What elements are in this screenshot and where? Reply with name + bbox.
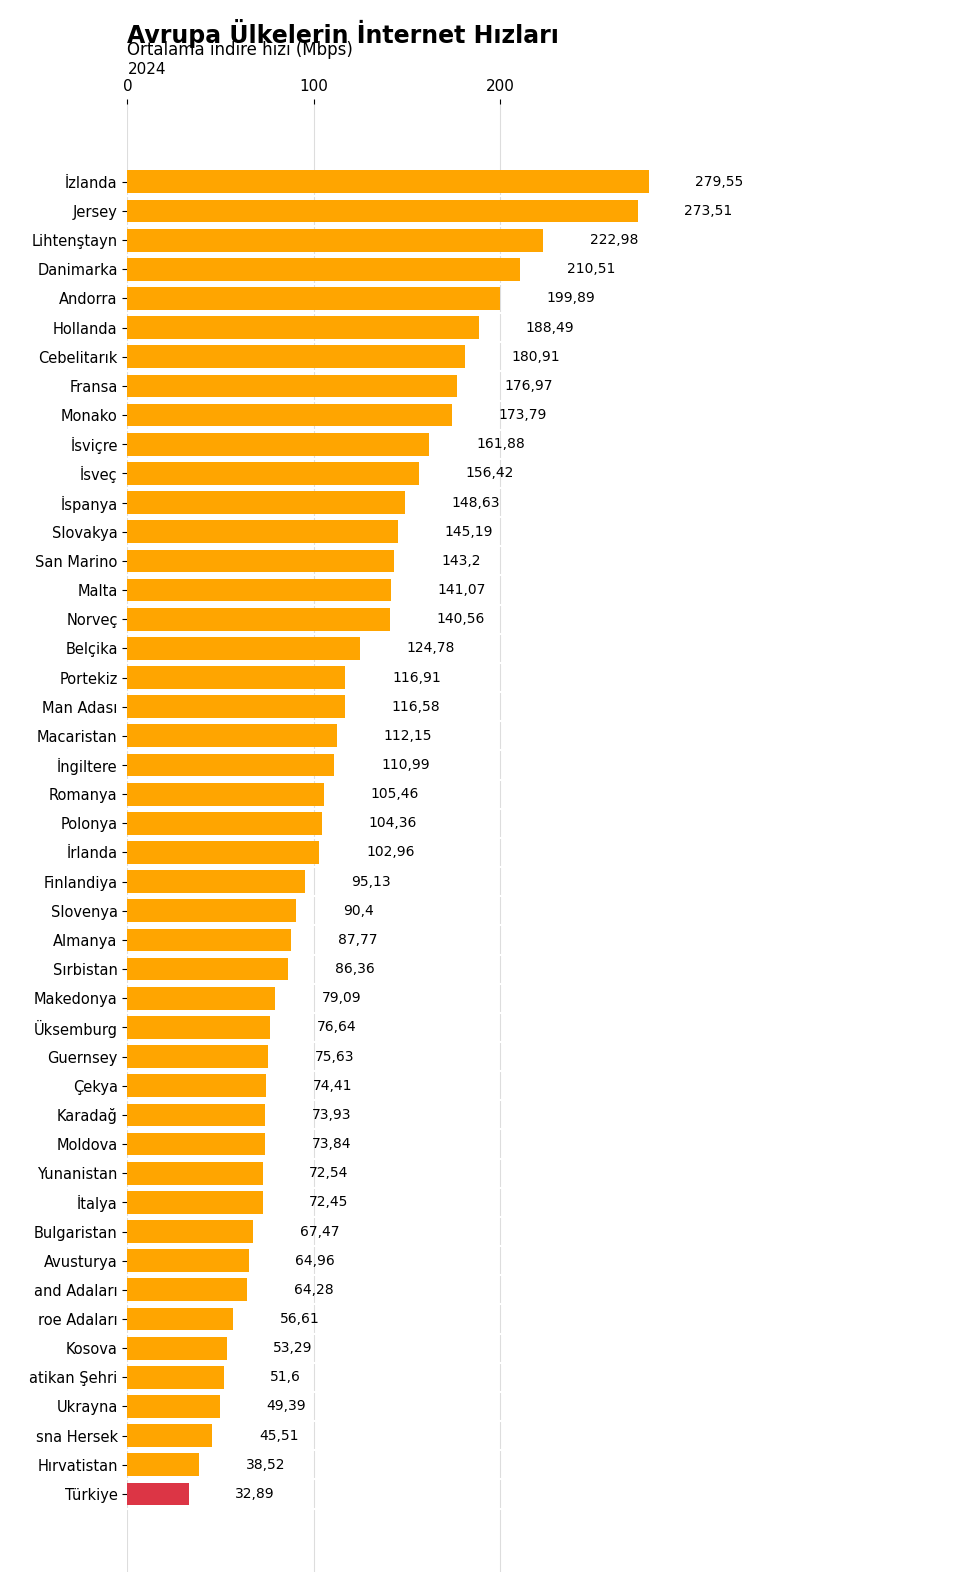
Bar xyxy=(127,1221,253,1243)
Text: 180,91: 180,91 xyxy=(512,350,561,364)
Text: 64,96: 64,96 xyxy=(295,1254,335,1267)
Bar xyxy=(127,492,405,514)
Text: 73,84: 73,84 xyxy=(312,1136,351,1151)
Bar xyxy=(127,316,479,338)
Text: Avrupa Ülkelerin İnternet Hızları: Avrupa Ülkelerin İnternet Hızları xyxy=(127,19,560,48)
Text: 148,63: 148,63 xyxy=(451,496,500,509)
Text: 156,42: 156,42 xyxy=(466,466,514,480)
Text: 76,64: 76,64 xyxy=(317,1020,357,1034)
Text: 124,78: 124,78 xyxy=(407,642,455,656)
Text: 90,4: 90,4 xyxy=(343,903,373,918)
Bar xyxy=(127,1483,189,1505)
Bar xyxy=(127,520,398,543)
Text: 56,61: 56,61 xyxy=(279,1312,319,1326)
Text: 116,58: 116,58 xyxy=(391,699,440,713)
Text: 176,97: 176,97 xyxy=(504,378,553,393)
Bar xyxy=(127,171,649,193)
Bar xyxy=(127,812,322,835)
Bar xyxy=(127,725,336,747)
Bar xyxy=(127,404,452,426)
Bar xyxy=(127,900,296,922)
Text: 72,45: 72,45 xyxy=(309,1195,349,1210)
Bar xyxy=(127,287,500,310)
Text: 38,52: 38,52 xyxy=(246,1457,285,1472)
Text: 86,36: 86,36 xyxy=(335,962,375,977)
Bar xyxy=(127,1045,269,1068)
Bar xyxy=(127,1337,226,1360)
Bar xyxy=(127,753,334,776)
Bar xyxy=(127,1395,220,1417)
Text: 110,99: 110,99 xyxy=(381,758,429,772)
Bar xyxy=(127,1454,199,1476)
Text: 173,79: 173,79 xyxy=(498,409,547,421)
Bar xyxy=(127,870,305,894)
Text: 45,51: 45,51 xyxy=(259,1428,299,1443)
Text: 141,07: 141,07 xyxy=(437,583,485,597)
Bar xyxy=(127,1074,267,1096)
Text: 87,77: 87,77 xyxy=(338,934,377,946)
Text: 161,88: 161,88 xyxy=(476,437,524,452)
Text: 2024: 2024 xyxy=(127,62,166,77)
Bar xyxy=(127,1191,263,1213)
Text: 73,93: 73,93 xyxy=(312,1108,352,1122)
Text: 53,29: 53,29 xyxy=(273,1341,313,1355)
Bar xyxy=(127,1133,266,1156)
Bar xyxy=(127,608,390,630)
Text: 95,13: 95,13 xyxy=(352,875,391,889)
Text: 32,89: 32,89 xyxy=(235,1487,275,1500)
Text: 104,36: 104,36 xyxy=(368,816,417,830)
Bar xyxy=(127,666,346,689)
Bar xyxy=(127,1307,233,1331)
Bar xyxy=(127,782,324,806)
Bar xyxy=(127,986,275,1010)
Text: 199,89: 199,89 xyxy=(547,292,596,305)
Text: 112,15: 112,15 xyxy=(383,729,432,742)
Bar xyxy=(127,579,390,602)
Bar xyxy=(127,958,288,980)
Text: 102,96: 102,96 xyxy=(367,846,415,860)
Bar xyxy=(127,929,291,951)
Bar xyxy=(127,1424,213,1448)
Bar xyxy=(127,841,319,863)
Bar xyxy=(127,463,419,485)
Text: 64,28: 64,28 xyxy=(294,1283,333,1298)
Bar xyxy=(127,1366,223,1389)
Bar xyxy=(127,345,465,369)
Text: 79,09: 79,09 xyxy=(321,991,362,1005)
Text: 210,51: 210,51 xyxy=(566,262,615,276)
Text: 67,47: 67,47 xyxy=(300,1224,339,1238)
Bar xyxy=(127,375,458,397)
Bar xyxy=(127,259,520,281)
Text: 75,63: 75,63 xyxy=(316,1050,355,1063)
Text: 105,46: 105,46 xyxy=(370,787,419,801)
Bar xyxy=(127,1162,263,1184)
Text: 72,54: 72,54 xyxy=(310,1167,349,1179)
Text: 116,91: 116,91 xyxy=(392,670,441,685)
Text: 145,19: 145,19 xyxy=(445,525,493,539)
Text: 74,41: 74,41 xyxy=(313,1079,353,1093)
Text: 140,56: 140,56 xyxy=(436,613,484,626)
Bar xyxy=(127,1250,249,1272)
Text: 222,98: 222,98 xyxy=(590,233,638,247)
Bar xyxy=(127,1017,270,1039)
Text: Ortalama indire hızı (Mbps): Ortalama indire hızı (Mbps) xyxy=(127,41,353,59)
Text: 188,49: 188,49 xyxy=(525,321,574,335)
Bar xyxy=(127,1103,266,1127)
Text: 49,39: 49,39 xyxy=(267,1400,306,1414)
Text: 273,51: 273,51 xyxy=(684,204,732,219)
Bar xyxy=(127,433,429,455)
Text: 279,55: 279,55 xyxy=(696,176,744,188)
Bar xyxy=(127,200,638,222)
Text: 143,2: 143,2 xyxy=(441,554,480,568)
Bar xyxy=(127,228,543,252)
Bar xyxy=(127,637,360,659)
Bar xyxy=(127,1278,247,1301)
Bar xyxy=(127,696,345,718)
Text: 51,6: 51,6 xyxy=(270,1371,301,1384)
Bar xyxy=(127,549,395,573)
